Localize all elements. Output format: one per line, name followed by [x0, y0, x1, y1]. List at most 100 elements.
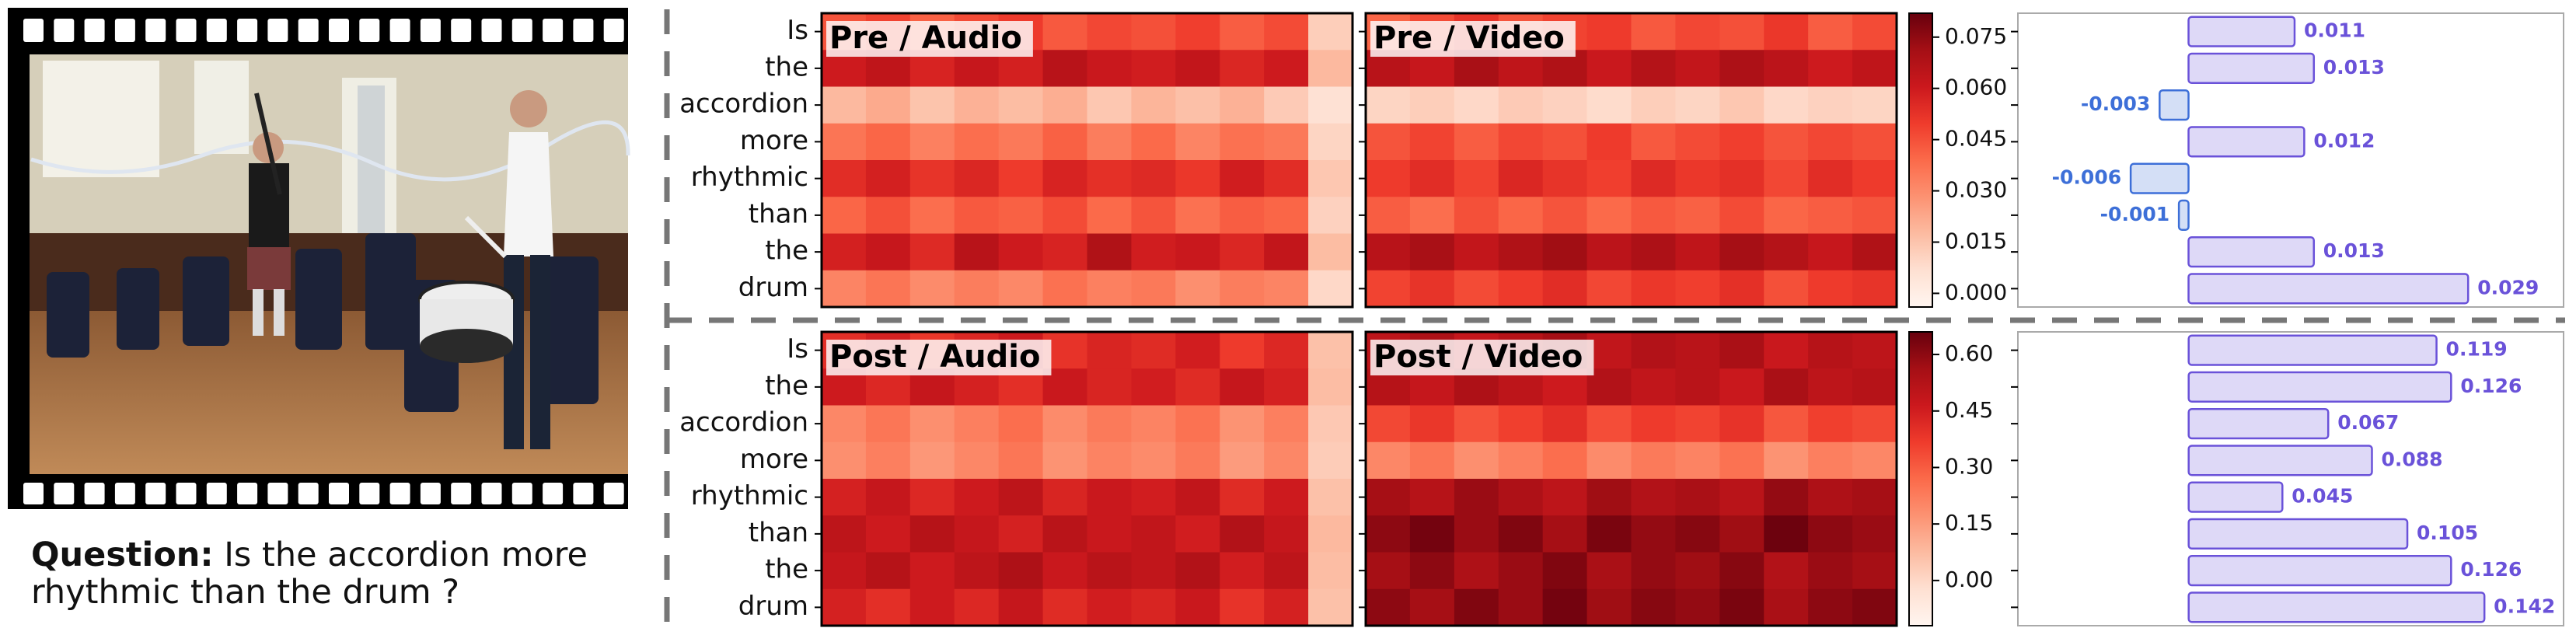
heatmap-cell [1042, 515, 1088, 553]
stick [464, 215, 508, 259]
heatmap-cell [1542, 233, 1588, 271]
heatmap-cell [1764, 552, 1809, 590]
heatmap-cell [909, 441, 955, 480]
heatmap-cell [1764, 479, 1809, 516]
chair [365, 233, 416, 350]
heatmap-cell [998, 552, 1044, 590]
heatmap-cell [1220, 13, 1265, 51]
colorbar-tick-label: 0.045 [1945, 126, 2007, 152]
heatmap-cell [1764, 515, 1809, 553]
heatmap-cell [1542, 515, 1588, 553]
bar-value-label: 0.011 [2304, 19, 2365, 42]
heatmap-cell [1808, 270, 1853, 308]
heatmap-cell [1366, 123, 1411, 161]
heatmap-cell [822, 233, 867, 271]
heatmap-cell [1131, 588, 1176, 626]
bar [2187, 554, 2452, 587]
heatmap-cell [1042, 552, 1088, 590]
heatmap-cell [1087, 441, 1133, 480]
heatmap-cell [954, 160, 1000, 197]
heatmap-cell [954, 552, 1000, 590]
heatmap-cell [1542, 197, 1588, 235]
heatmap-cell [1454, 197, 1499, 235]
heatmap-cell [1498, 479, 1544, 516]
heatmap-cell [1675, 270, 1720, 308]
heatmap-cell [1764, 332, 1809, 369]
heatmap-cell [1220, 197, 1265, 235]
bar [2187, 371, 2452, 403]
heatmap-cell [998, 588, 1044, 626]
heatmap-cell [1675, 405, 1720, 443]
heatmap-cell [1042, 588, 1088, 626]
heatmap-cell [1498, 515, 1544, 553]
heatmap-cell [1764, 50, 1809, 88]
sprocket [329, 483, 349, 504]
heatmap-cell [1409, 197, 1455, 235]
heatmap-cell [1308, 479, 1353, 516]
shirt [504, 132, 553, 256]
heatmap-cell [1498, 86, 1544, 124]
heatmap-cell [909, 123, 955, 161]
heatmap-frame [1364, 12, 1898, 309]
heatmap-cell [954, 123, 1000, 161]
heatmap-cell [1087, 123, 1133, 161]
heatmap-cell [1131, 552, 1176, 590]
heatmap-cell [822, 479, 867, 516]
heatmap-cell [1264, 368, 1309, 406]
heatmap-cell [1454, 123, 1499, 161]
heatmap-cell [1719, 368, 1764, 406]
heatmap-cell [1042, 270, 1088, 308]
heatmap-cell [998, 197, 1044, 235]
heatmap-cell [954, 270, 1000, 308]
heatmap-cell [1631, 13, 1677, 51]
heatmap-cell [1586, 405, 1632, 443]
sprocket [359, 483, 380, 504]
heatmap-cell [865, 515, 911, 553]
heatmap-cell [1675, 197, 1720, 235]
colorbar-tick-label: 0.00 [1945, 567, 1993, 592]
video-photo [30, 54, 630, 474]
heatmap-cell [1808, 515, 1853, 553]
heatmap-frame [820, 330, 1354, 627]
heatmap-cell [1042, 86, 1088, 124]
heatmap-cell [954, 588, 1000, 626]
heatmap-cell [1719, 86, 1764, 124]
heatmap-cell [1454, 479, 1499, 516]
chairs [47, 233, 599, 412]
heatmap-cell [822, 197, 867, 235]
colorbar [1908, 331, 1933, 626]
heatmap-cell [1542, 123, 1588, 161]
sprocket [573, 19, 594, 42]
sprocket [114, 19, 135, 42]
sprocket [511, 19, 532, 42]
panel-title: Pre / Video [1374, 20, 1565, 56]
heatmap-cell [1675, 233, 1720, 271]
heatmap-cell [822, 270, 867, 308]
row-label: rhythmic [691, 480, 808, 511]
heatmap-cell [1586, 552, 1632, 590]
heatmap-cell [1808, 552, 1853, 590]
heatmap-cell [1675, 13, 1720, 51]
heatmap-cell [1308, 552, 1353, 590]
heatmap-cell [1675, 123, 1720, 161]
pipe [254, 92, 282, 195]
heatmap-cell [1366, 552, 1411, 590]
heatmap-cell [1366, 405, 1411, 443]
heatmap-cell [1542, 552, 1588, 590]
bar-value-label: -0.003 [2081, 92, 2150, 115]
heatmap-cell [865, 123, 911, 161]
heatmap-cell [1175, 368, 1220, 406]
row-label: the [765, 554, 808, 585]
heatmap-cell [1808, 368, 1853, 406]
heatmap-cell [1131, 515, 1176, 553]
bar [2187, 16, 2296, 47]
sprocket [23, 483, 44, 504]
heatmap-cell [1220, 86, 1265, 124]
heatmap-cell [1852, 233, 1897, 271]
heatmap-cell [1409, 479, 1455, 516]
heatmap-cell [1719, 405, 1764, 443]
heatmap-cell [1808, 405, 1853, 443]
heatmap-cell [1808, 197, 1853, 235]
heatmap-cell [954, 515, 1000, 553]
